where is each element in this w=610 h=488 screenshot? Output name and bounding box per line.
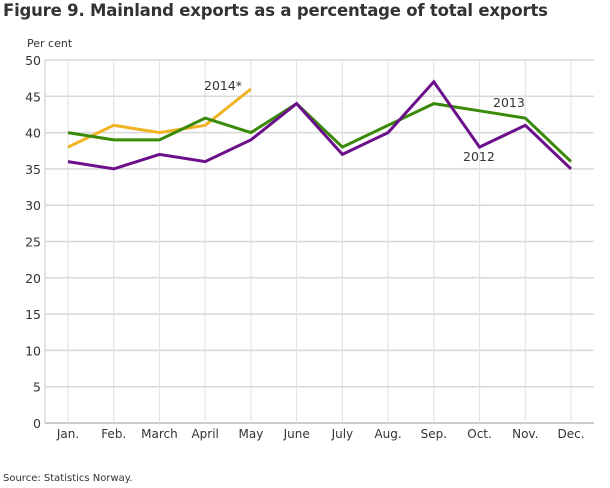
x-tick-label: May — [239, 427, 264, 441]
series-line-2012 — [67, 79, 573, 171]
x-tick-label: Oct. — [467, 427, 492, 441]
x-tick-label: Feb. — [101, 427, 126, 441]
series-line-2014 — [67, 87, 252, 149]
y-tick-label: 0 — [33, 416, 41, 431]
x-tick-label: Sep. — [421, 427, 447, 441]
x-tick-label: March — [141, 427, 178, 441]
x-tick-label: Nov. — [512, 427, 538, 441]
series-labels: 2012 2013 2014* — [204, 78, 525, 164]
y-tick-label: 30 — [25, 198, 41, 213]
y-tick-label: 45 — [25, 89, 41, 104]
grid — [44, 59, 594, 424]
x-tick-label: Aug. — [374, 427, 401, 441]
y-tick-label: 35 — [25, 162, 41, 177]
x-tick-label: July — [331, 427, 354, 441]
x-tick-labels: Jan. Feb. March April May June July Aug. Sep. Oct… — [56, 427, 585, 441]
y-tick-label: 20 — [25, 271, 41, 286]
y-tick-label: 10 — [25, 343, 41, 358]
y-tick-label: 40 — [25, 126, 41, 141]
x-tick-label: April — [191, 427, 218, 441]
x-tick-label: Jan. — [56, 427, 79, 441]
y-axis-label: Per cent — [27, 37, 73, 50]
source-note: Source: Statistics Norway. — [3, 473, 133, 484]
y-tick-label: 15 — [25, 307, 41, 322]
series-label: 2014* — [204, 78, 242, 93]
series-label: 2013 — [493, 95, 525, 110]
series-line-2013 — [67, 101, 573, 163]
x-tick-label: June — [283, 427, 310, 441]
y-tick-labels: 0 5 10 15 20 25 30 35 40 45 50 — [25, 53, 41, 431]
line-chart: 0 5 10 15 20 25 30 35 40 45 50 Jan. Feb. March April M… — [25, 37, 594, 441]
y-tick-label: 50 — [25, 53, 41, 68]
y-tick-label: 25 — [25, 235, 41, 250]
chart-title: Figure 9. Mainland exports as a percenta… — [3, 1, 548, 20]
series-label: 2012 — [463, 149, 495, 164]
y-tick-label: 5 — [33, 380, 41, 395]
x-tick-label: Dec. — [557, 427, 584, 441]
series-lines — [67, 79, 573, 171]
